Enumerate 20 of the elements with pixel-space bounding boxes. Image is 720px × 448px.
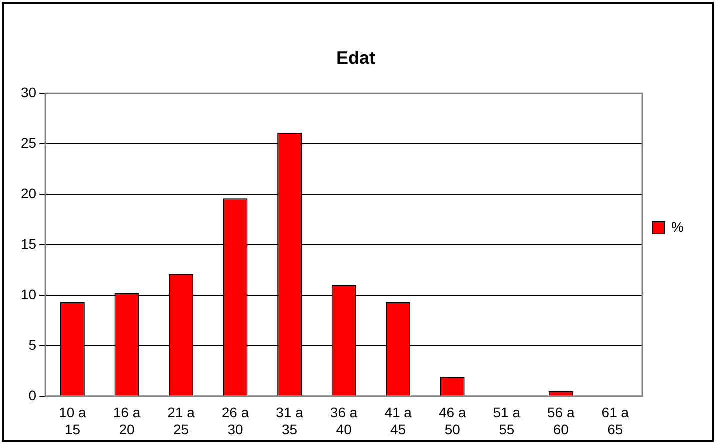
x-tick-label: 21 a 25 <box>168 404 196 438</box>
x-tick-label: 26 a 30 <box>222 404 250 438</box>
x-tick-label: 36 a 40 <box>330 404 358 438</box>
x-tick-label: 10 a 15 <box>59 404 87 438</box>
x-tick-label: 61 a 65 <box>602 404 630 438</box>
y-tick-label: 10 <box>20 286 37 302</box>
y-tick-label: 5 <box>28 336 37 353</box>
x-tick-label: 56 a 60 <box>548 404 575 438</box>
legend-label: % <box>672 218 684 235</box>
x-tick-label: 51 a 55 <box>493 404 521 438</box>
x-tick-label: 41 a 45 <box>384 404 412 438</box>
y-tick-label: 30 <box>20 84 37 100</box>
chart-title: Edat <box>336 48 376 68</box>
y-tick-label: 0 <box>28 387 37 404</box>
x-tick-label: 16 a 20 <box>113 404 141 438</box>
y-tick-label: 15 <box>20 236 37 252</box>
y-tick-label: 20 <box>20 185 37 202</box>
x-tick-label: 46 a 50 <box>438 404 466 438</box>
y-tick-label: 25 <box>20 134 37 151</box>
x-tick-label: 31 a 35 <box>276 404 304 438</box>
